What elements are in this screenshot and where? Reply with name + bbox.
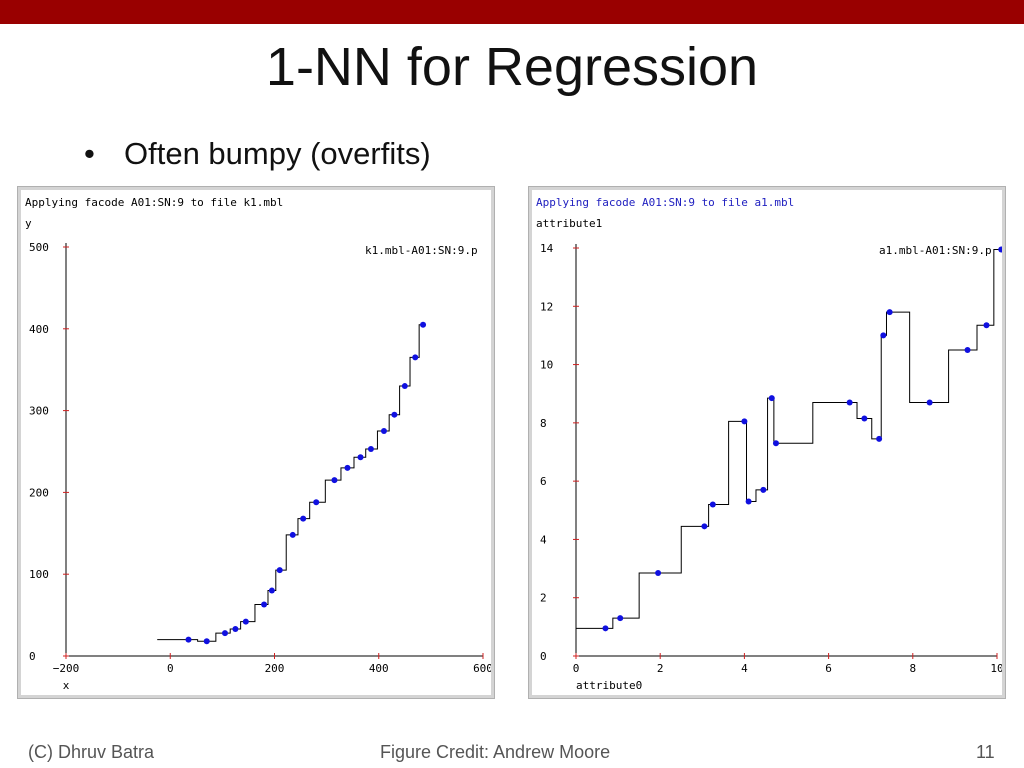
nn-fit-line [576,248,1002,629]
data-point [367,446,374,453]
x-tick-label: −200 [53,662,80,675]
data-point [232,626,239,633]
y-tick-label: 2 [540,592,547,605]
data-point [617,615,624,622]
data-point [313,499,320,506]
x-tick-label: 8 [909,662,916,675]
x-tick-label: 400 [369,662,389,675]
y-tick-label: 12 [540,300,553,313]
data-point [412,354,419,361]
x-tick-label: 200 [265,662,285,675]
data-point [998,246,1002,253]
data-point [242,618,249,625]
data-point [709,501,716,508]
chart-left: Applying facode A01:SN:9 to file k1.mbl y… [21,190,491,695]
y-tick-label: 0 [29,650,36,663]
data-point [768,395,775,402]
y-tick-label: 400 [29,323,49,336]
chart-panel-left: Applying facode A01:SN:9 to file k1.mbl y… [17,186,495,699]
y-tick-label: 300 [29,405,49,418]
chart-panel-right: Applying facode A01:SN:9 to file a1.mbl a… [528,186,1006,699]
x-tick-label: 600 [473,662,491,675]
data-point [203,638,210,645]
data-point [861,415,868,422]
bullet-dot-icon: • [84,136,95,171]
data-point [655,569,662,576]
x-axis-label: attribute0 [576,679,642,692]
x-tick-label: 4 [741,662,748,675]
y-tick-label: 0 [540,650,547,663]
chart-right: Applying facode A01:SN:9 to file a1.mbl a… [532,190,1002,695]
x-tick-label: 2 [657,662,664,675]
data-point [331,477,338,484]
data-point [964,347,971,353]
data-point [701,523,708,530]
y-tick-label: 8 [540,417,547,430]
x-tick-label: 10 [990,662,1002,675]
data-point [876,435,883,442]
y-tick-label: 6 [540,475,547,488]
data-point [344,464,351,471]
data-point [391,411,398,418]
data-point [926,399,933,406]
footer-author: (C) Dhruv Batra [28,742,155,762]
data-point [846,399,853,406]
bullet-item: • Often bumpy (overfits) [84,136,431,172]
y-tick-label: 4 [540,533,547,546]
y-tick-label: 200 [29,486,49,499]
y-axis-label: y [25,217,32,230]
data-point [745,498,752,505]
data-point [289,531,296,538]
data-point [401,383,408,390]
bullet-text: Often bumpy (overfits) [124,136,431,171]
nn-fit-line [157,324,421,642]
y-tick-label: 500 [29,241,49,254]
legend-label: k1.mbl-A01:SN:9.p [365,244,478,257]
data-point [880,332,887,339]
data-point [221,630,228,637]
x-axis-label: x [63,679,70,692]
data-point [380,428,387,435]
chart-header: Applying facode A01:SN:9 to file a1.mbl [536,196,794,209]
data-point [300,515,307,522]
data-point [268,587,275,594]
y-axis-label: attribute1 [536,217,602,230]
data-point [420,321,427,328]
data-point [261,601,268,608]
chart-header: Applying facode A01:SN:9 to file k1.mbl [25,196,283,209]
data-point [772,440,779,447]
data-point [276,567,283,574]
x-tick-label: 0 [573,662,580,675]
data-point [741,418,748,425]
data-point [983,322,990,329]
header-accent-bar [0,0,1024,24]
page-number: 11 [976,742,995,762]
slide-title: 1-NN for Regression [265,37,759,97]
data-point [357,454,364,461]
y-tick-label: 100 [29,568,49,581]
footer-credit: Figure Credit: Andrew Moore [380,742,611,762]
legend-label: a1.mbl-A01:SN:9.p [879,244,992,257]
data-point [602,625,609,632]
y-tick-label: 10 [540,359,553,372]
x-tick-label: 0 [167,662,174,675]
x-tick-label: 6 [825,662,832,675]
data-point [886,309,893,316]
y-tick-label: 14 [540,242,554,255]
data-point [760,486,767,493]
data-point [185,636,192,643]
